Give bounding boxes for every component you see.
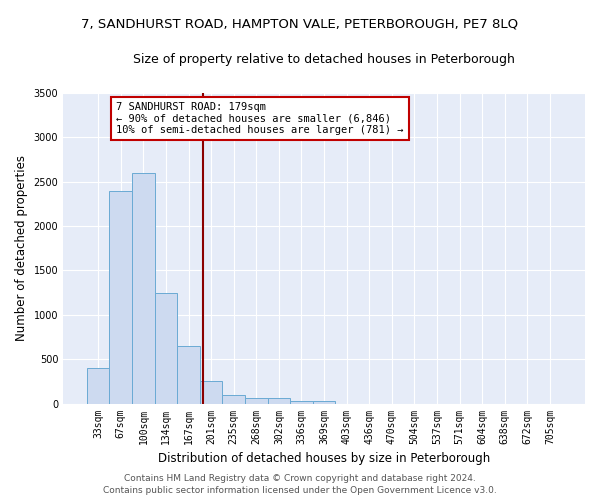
Bar xyxy=(87,368,109,404)
Bar xyxy=(132,173,155,404)
Bar xyxy=(109,190,132,404)
Bar xyxy=(290,401,313,404)
Bar xyxy=(245,398,268,404)
Text: 7, SANDHURST ROAD, HAMPTON VALE, PETERBOROUGH, PE7 8LQ: 7, SANDHURST ROAD, HAMPTON VALE, PETERBO… xyxy=(82,18,518,30)
Bar xyxy=(313,401,335,404)
Bar xyxy=(200,382,223,404)
Title: Size of property relative to detached houses in Peterborough: Size of property relative to detached ho… xyxy=(133,52,515,66)
Bar xyxy=(155,292,177,404)
Bar xyxy=(177,346,200,404)
Bar xyxy=(223,394,245,404)
Bar xyxy=(268,398,290,404)
Y-axis label: Number of detached properties: Number of detached properties xyxy=(15,156,28,342)
X-axis label: Distribution of detached houses by size in Peterborough: Distribution of detached houses by size … xyxy=(158,452,490,465)
Text: Contains HM Land Registry data © Crown copyright and database right 2024.
Contai: Contains HM Land Registry data © Crown c… xyxy=(103,474,497,495)
Text: 7 SANDHURST ROAD: 179sqm
← 90% of detached houses are smaller (6,846)
10% of sem: 7 SANDHURST ROAD: 179sqm ← 90% of detach… xyxy=(116,102,404,135)
